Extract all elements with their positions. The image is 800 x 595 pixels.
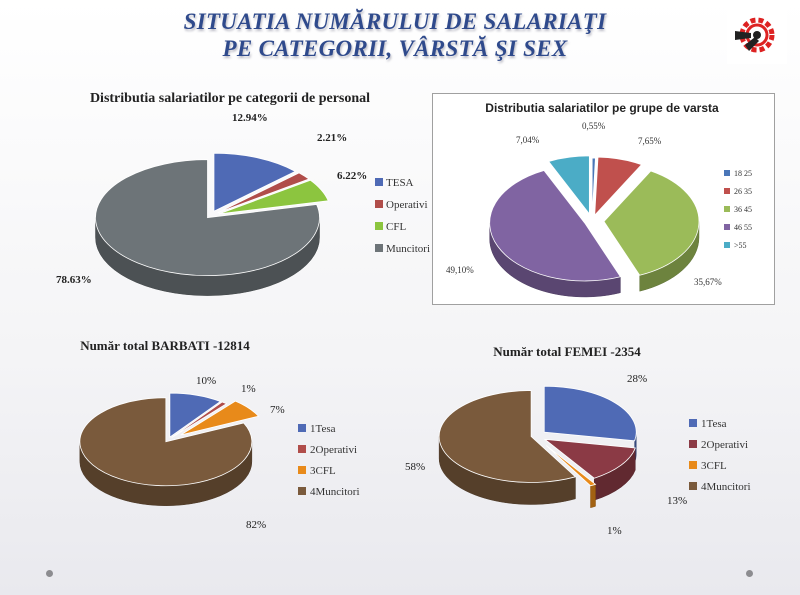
chart-title: Distributia salariatilor pe grupe de var… [485,101,719,115]
legend-label: 3CFL [701,460,727,472]
chart-women: Număr total FEMEI -2354 28% 13% 1% 58% 1… [405,344,751,537]
legend-label: 4Muncitori [701,481,751,493]
chart-age-groups: Distributia salariatilor pe grupe de var… [432,93,775,305]
legend-label: 3CFL [310,465,336,477]
value-label: 82% [246,519,266,531]
legend-label: 1Tesa [310,423,336,435]
value-label: 0,55% [582,121,606,131]
legend-swatch [375,178,383,186]
pie-slice [489,170,622,282]
legend-swatch [724,224,730,230]
legend-swatch [724,170,730,176]
pie-slice [171,401,228,438]
legend-swatch [689,440,697,448]
legend-swatch [689,419,697,427]
pie-slice [545,445,597,487]
legend-label: TESA [386,177,414,189]
legend-swatch [375,244,383,252]
value-label: 7,65% [638,136,662,146]
pie-slice [591,157,596,217]
value-label: 12.94% [232,112,268,124]
slide-dot-icon [746,570,753,577]
gear-logo-icon [727,4,787,64]
value-label: 28% [627,373,647,385]
pie-slice [213,152,297,212]
slide-title: SITUATIA NUMĂRULUI DE SALARIAŢI PE CATEG… [0,8,790,62]
slide-title-line2: PE CATEGORII, VÂRSTĂ ŞI SEX [222,36,568,61]
value-label: 1% [607,525,622,537]
pie-slice-side [590,483,596,509]
value-label: 35,67% [694,277,722,287]
value-label: 10% [196,375,216,387]
legend-label: 1Tesa [701,418,727,430]
value-label: 6.22% [337,170,367,182]
legend-swatch [375,222,383,230]
legend-label: 2Operativi [701,439,748,451]
pie-slice [217,172,310,214]
legend-label: 4Muncitori [310,486,360,498]
legend-label: 2Operativi [310,444,357,456]
legend-swatch [689,482,697,490]
chart-title: Număr total FEMEI -2354 [493,344,641,359]
pie-slice [603,170,700,276]
pie-slice [548,155,590,216]
legend-label: Operativi [386,199,428,211]
pie-slice [169,392,222,438]
pie-slice [438,390,577,483]
pie-slice [543,438,636,479]
legend-swatch [298,466,306,474]
value-label: 7,04% [516,135,540,145]
legend-swatch [724,188,730,194]
value-label: 2.21% [317,132,347,144]
slide-dot-icon [46,570,53,577]
legend-label: Muncitori [386,243,430,255]
legend-label: CFL [386,221,406,233]
pie-slice [180,400,260,436]
legend-swatch [298,487,306,495]
chart-men: Număr total BARBATI -12814 10% 1% 7% 82%… [79,338,360,531]
value-label: 13% [667,495,687,507]
legend-label: 46 55 [734,223,752,232]
chart-title: Distributia salariatilor pe categorii de… [90,91,370,106]
legend-swatch [375,200,383,208]
pie-slice [543,385,637,442]
chart-categories: Distributia salariatilor pe categorii de… [56,91,430,296]
pie-slice [594,156,643,217]
legend-swatch [689,461,697,469]
value-label: 1% [241,383,256,395]
value-label: 78.63% [56,274,92,286]
legend-swatch [298,424,306,432]
pie-slice [218,179,329,215]
value-label: 49,10% [446,265,474,275]
value-label: 7% [270,404,285,416]
pie-slice [95,159,320,277]
legend-swatch [724,242,730,248]
legend-label: 18 25 [734,169,752,178]
slide-title-line1: SITUATIA NUMĂRULUI DE SALARIAŢI [183,9,607,34]
legend-label: >55 [734,241,747,250]
chart-title: Număr total BARBATI -12814 [80,338,250,353]
legend-swatch [298,445,306,453]
legend-label: 26 35 [734,187,752,196]
value-label: 58% [405,461,425,473]
legend-label: 36 45 [734,205,752,214]
pie-slice [79,397,253,487]
legend-swatch [724,206,730,212]
